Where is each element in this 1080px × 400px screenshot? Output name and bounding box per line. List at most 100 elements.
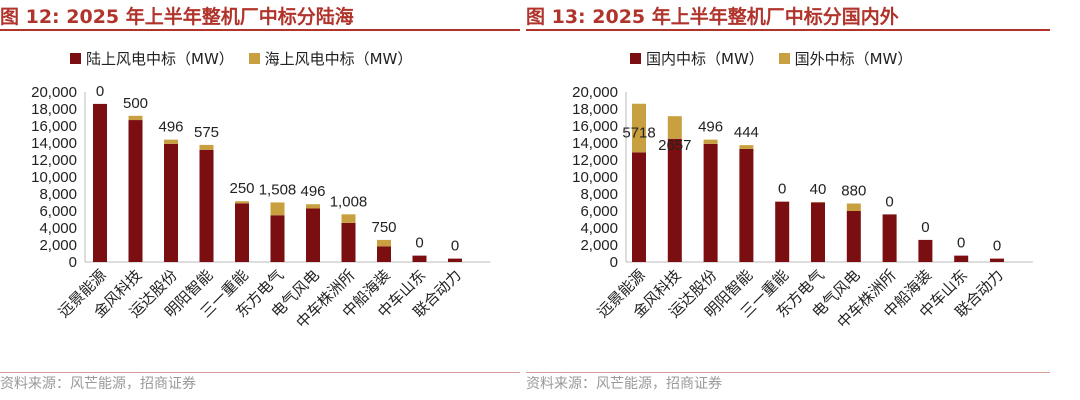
- bar-segment-primary: [632, 152, 646, 262]
- data-label: 40: [810, 181, 827, 198]
- bar-chart-land-offshore: 02,0004,0006,0008,00010,00012,00014,0001…: [31, 83, 491, 332]
- bar-segment-primary: [954, 255, 969, 262]
- y-tick-label: 18,000: [572, 101, 618, 118]
- footer-divider: [0, 372, 520, 373]
- bar-segment-secondary: [270, 202, 285, 216]
- data-label: 444: [734, 124, 759, 141]
- bar-segment-primary: [882, 214, 897, 262]
- data-label: 575: [194, 124, 219, 141]
- bar-segment-secondary: [128, 115, 143, 121]
- bar-segment-primary: [93, 103, 107, 263]
- y-tick-label: 10,000: [31, 169, 77, 186]
- bar-chart-domestic-overseas: 02,0004,0006,0008,00010,00012,00014,0001…: [572, 84, 1033, 332]
- bar-segment-secondary: [377, 239, 391, 247]
- data-label: 0: [993, 238, 1001, 255]
- y-tick-label: 10,000: [572, 169, 618, 186]
- data-label: 500: [123, 95, 148, 112]
- data-label: 750: [371, 219, 396, 236]
- legend-swatch-overseas: [778, 53, 790, 64]
- bar-segment-primary: [235, 203, 249, 262]
- y-tick-label: 8,000: [39, 186, 77, 203]
- chart-panel-land-offshore: 图 12: 2025 年上半年整机厂中标分陆海 陆上风电中标（MW） 海上风电中…: [0, 0, 520, 400]
- y-tick-label: 2,000: [39, 237, 77, 254]
- y-tick-label: 0: [69, 254, 77, 271]
- bar-segment-secondary: [164, 139, 178, 144]
- title-divider: [0, 29, 520, 31]
- y-tick-label: 4,000: [580, 220, 618, 237]
- bar-segment-primary: [306, 208, 320, 262]
- legend-swatch-domestic: [630, 53, 641, 64]
- bar-segment-secondary: [667, 116, 682, 139]
- legend-label: 陆上风电中标（MW）: [86, 50, 234, 68]
- bar-segment-primary: [703, 143, 718, 262]
- y-tick-label: 8,000: [580, 186, 618, 203]
- bar-segment-secondary: [632, 103, 646, 153]
- bar-segment-secondary: [199, 144, 214, 150]
- data-label: 0: [885, 193, 893, 210]
- legend-item-land: 陆上风电中标（MW）: [70, 48, 234, 69]
- bar-segment-primary: [811, 202, 825, 262]
- chart-title: 图 13: 2025 年上半年整机厂中标分国内外: [526, 6, 899, 28]
- legend-swatch-land: [70, 53, 81, 64]
- chart-panel-domestic-overseas: 图 13: 2025 年上半年整机厂中标分国内外 国内中标（MW） 国外中标（M…: [526, 0, 1080, 400]
- y-tick-label: 6,000: [39, 203, 77, 220]
- y-tick-label: 4,000: [39, 220, 77, 237]
- source-note: 资料来源：风芒能源，招商证券: [0, 376, 196, 392]
- data-label: 1,508: [259, 181, 297, 198]
- bar-segment-primary: [164, 143, 178, 262]
- y-tick-label: 16,000: [31, 118, 77, 135]
- bar-segment-primary: [412, 255, 427, 262]
- legend-label: 国内中标（MW）: [646, 50, 764, 68]
- bar-segment-secondary: [739, 145, 754, 149]
- data-label: 496: [698, 119, 723, 136]
- legend-label: 国外中标（MW）: [794, 50, 913, 68]
- bar-segment-primary: [377, 246, 391, 262]
- chart-title: 图 12: 2025 年上半年整机厂中标分陆海: [0, 6, 354, 28]
- y-tick-label: 14,000: [31, 135, 77, 152]
- bar-segment-primary: [199, 149, 214, 262]
- y-tick-label: 0: [610, 254, 618, 271]
- source-note: 资料来源：风芒能源，招商证券: [526, 376, 722, 392]
- data-label: 0: [415, 235, 423, 252]
- bar-segment-secondary: [235, 201, 249, 204]
- y-tick-label: 2,000: [580, 237, 618, 254]
- y-tick-label: 16,000: [572, 118, 618, 135]
- y-tick-label: 12,000: [572, 152, 618, 169]
- bar-segment-primary: [990, 258, 1004, 262]
- bar-segment-primary: [918, 239, 933, 262]
- data-label: 0: [451, 238, 459, 255]
- data-label: 496: [158, 119, 183, 136]
- legend: 陆上风电中标（MW） 海上风电中标（MW）: [70, 48, 422, 69]
- legend-swatch-offshore: [248, 53, 260, 64]
- bar-segment-secondary: [341, 214, 356, 223]
- bar-segment-secondary: [846, 203, 861, 211]
- footer-divider: [526, 372, 1050, 373]
- y-tick-label: 14,000: [572, 135, 618, 152]
- data-label: 5718: [622, 125, 655, 142]
- legend-item-domestic: 国内中标（MW）: [630, 48, 764, 69]
- y-tick-label: 18,000: [31, 101, 77, 118]
- bar-segment-primary: [128, 120, 143, 262]
- bar-segment-primary: [739, 148, 754, 262]
- data-label: 496: [300, 183, 325, 200]
- bar-segment-primary: [448, 258, 462, 262]
- y-tick-label: 12,000: [31, 152, 77, 169]
- data-label: 0: [96, 83, 104, 100]
- y-tick-label: 20,000: [31, 84, 77, 101]
- data-label: 2657: [658, 137, 691, 154]
- data-label: 0: [957, 235, 965, 252]
- data-label: 1,008: [330, 193, 368, 210]
- title-divider: [526, 29, 1050, 31]
- legend: 国内中标（MW） 国外中标（MW）: [630, 48, 922, 69]
- legend-label: 海上风电中标（MW）: [264, 50, 413, 68]
- bar-segment-primary: [846, 211, 861, 262]
- bar-segment-secondary: [703, 139, 718, 144]
- bar-segment-primary: [775, 201, 790, 262]
- legend-item-offshore: 海上风电中标（MW）: [248, 48, 413, 69]
- y-tick-label: 6,000: [580, 203, 618, 220]
- y-tick-label: 20,000: [572, 84, 618, 101]
- bar-segment-primary: [341, 222, 356, 262]
- legend-item-overseas: 国外中标（MW）: [778, 48, 913, 69]
- data-label: 250: [229, 180, 254, 197]
- bar-segment-primary: [667, 138, 682, 262]
